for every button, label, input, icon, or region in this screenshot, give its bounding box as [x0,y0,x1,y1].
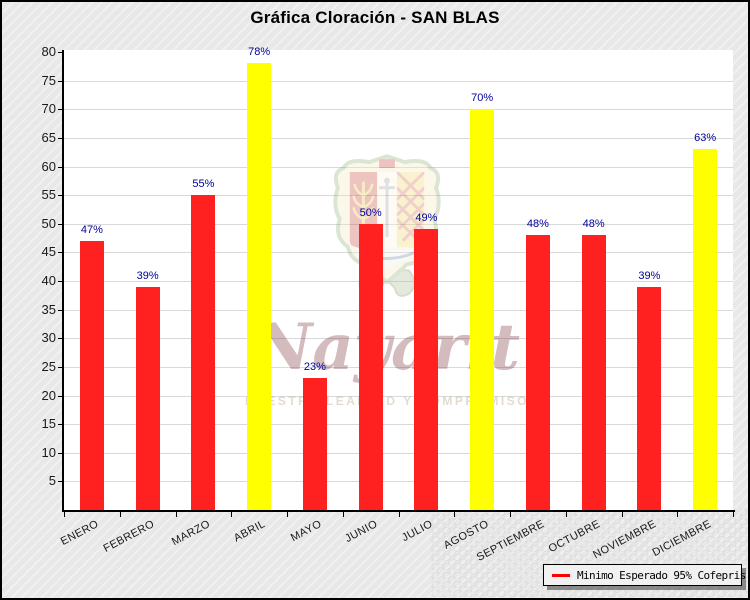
y-tick-label: 60 [41,158,56,174]
watermark-motto-text: NUESTRA LEALTAD Y COMPROMISO [244,394,529,408]
y-tick-label: 15 [41,416,56,432]
x-tick [398,512,400,517]
x-tick [64,512,65,517]
legend-label: Minimo Esperado 95% Cofepris [577,568,746,582]
x-tick [287,512,288,517]
y-tick-label: 30 [41,330,56,346]
y-tick-label: 35 [41,301,56,317]
month-label-mayo: MAYO [288,518,324,545]
month-label-febrero: FEBRERO [101,518,157,555]
watermark: Nayarit NUESTRA LEALTAD Y COMPROMISO [237,154,537,408]
legend-line-swatch [552,573,570,577]
month-label-marzo: MARZO [169,518,213,549]
y-tick-label: 40 [41,273,56,288]
y-tick-label: 75 [41,72,56,88]
month-label-enero: ENERO [58,518,101,548]
plot-area [64,50,733,510]
legend-box: Minimo Esperado 95% Cofepris [543,564,746,586]
y-tick-label: 25 [41,358,56,374]
month-label-junio: JUNIO [342,518,380,546]
x-tick [231,512,233,517]
y-axis-line [62,50,64,512]
month-label-abril: ABRIL [232,518,268,545]
y-tick-label: 80 [41,44,56,59]
y-tick-label: 70 [41,101,56,117]
y-tick-label: 50 [41,215,56,231]
nayarit-coat-of-arms-icon [333,154,441,297]
y-tick-label: 65 [41,129,56,145]
x-tick [175,512,177,517]
y-tick-label: 5 [48,473,56,489]
y-tick-label: 55 [41,187,56,203]
watermark-script-text: Nayarit [253,310,521,385]
y-tick-label: 20 [41,387,56,403]
y-tick-label: 10 [41,444,56,460]
chart-title: Gráfica Cloración - SAN BLAS [250,8,500,27]
x-tick [119,512,121,517]
y-tick-label: 45 [41,244,56,260]
x-tick [342,512,344,517]
x-axis-line [62,510,735,512]
